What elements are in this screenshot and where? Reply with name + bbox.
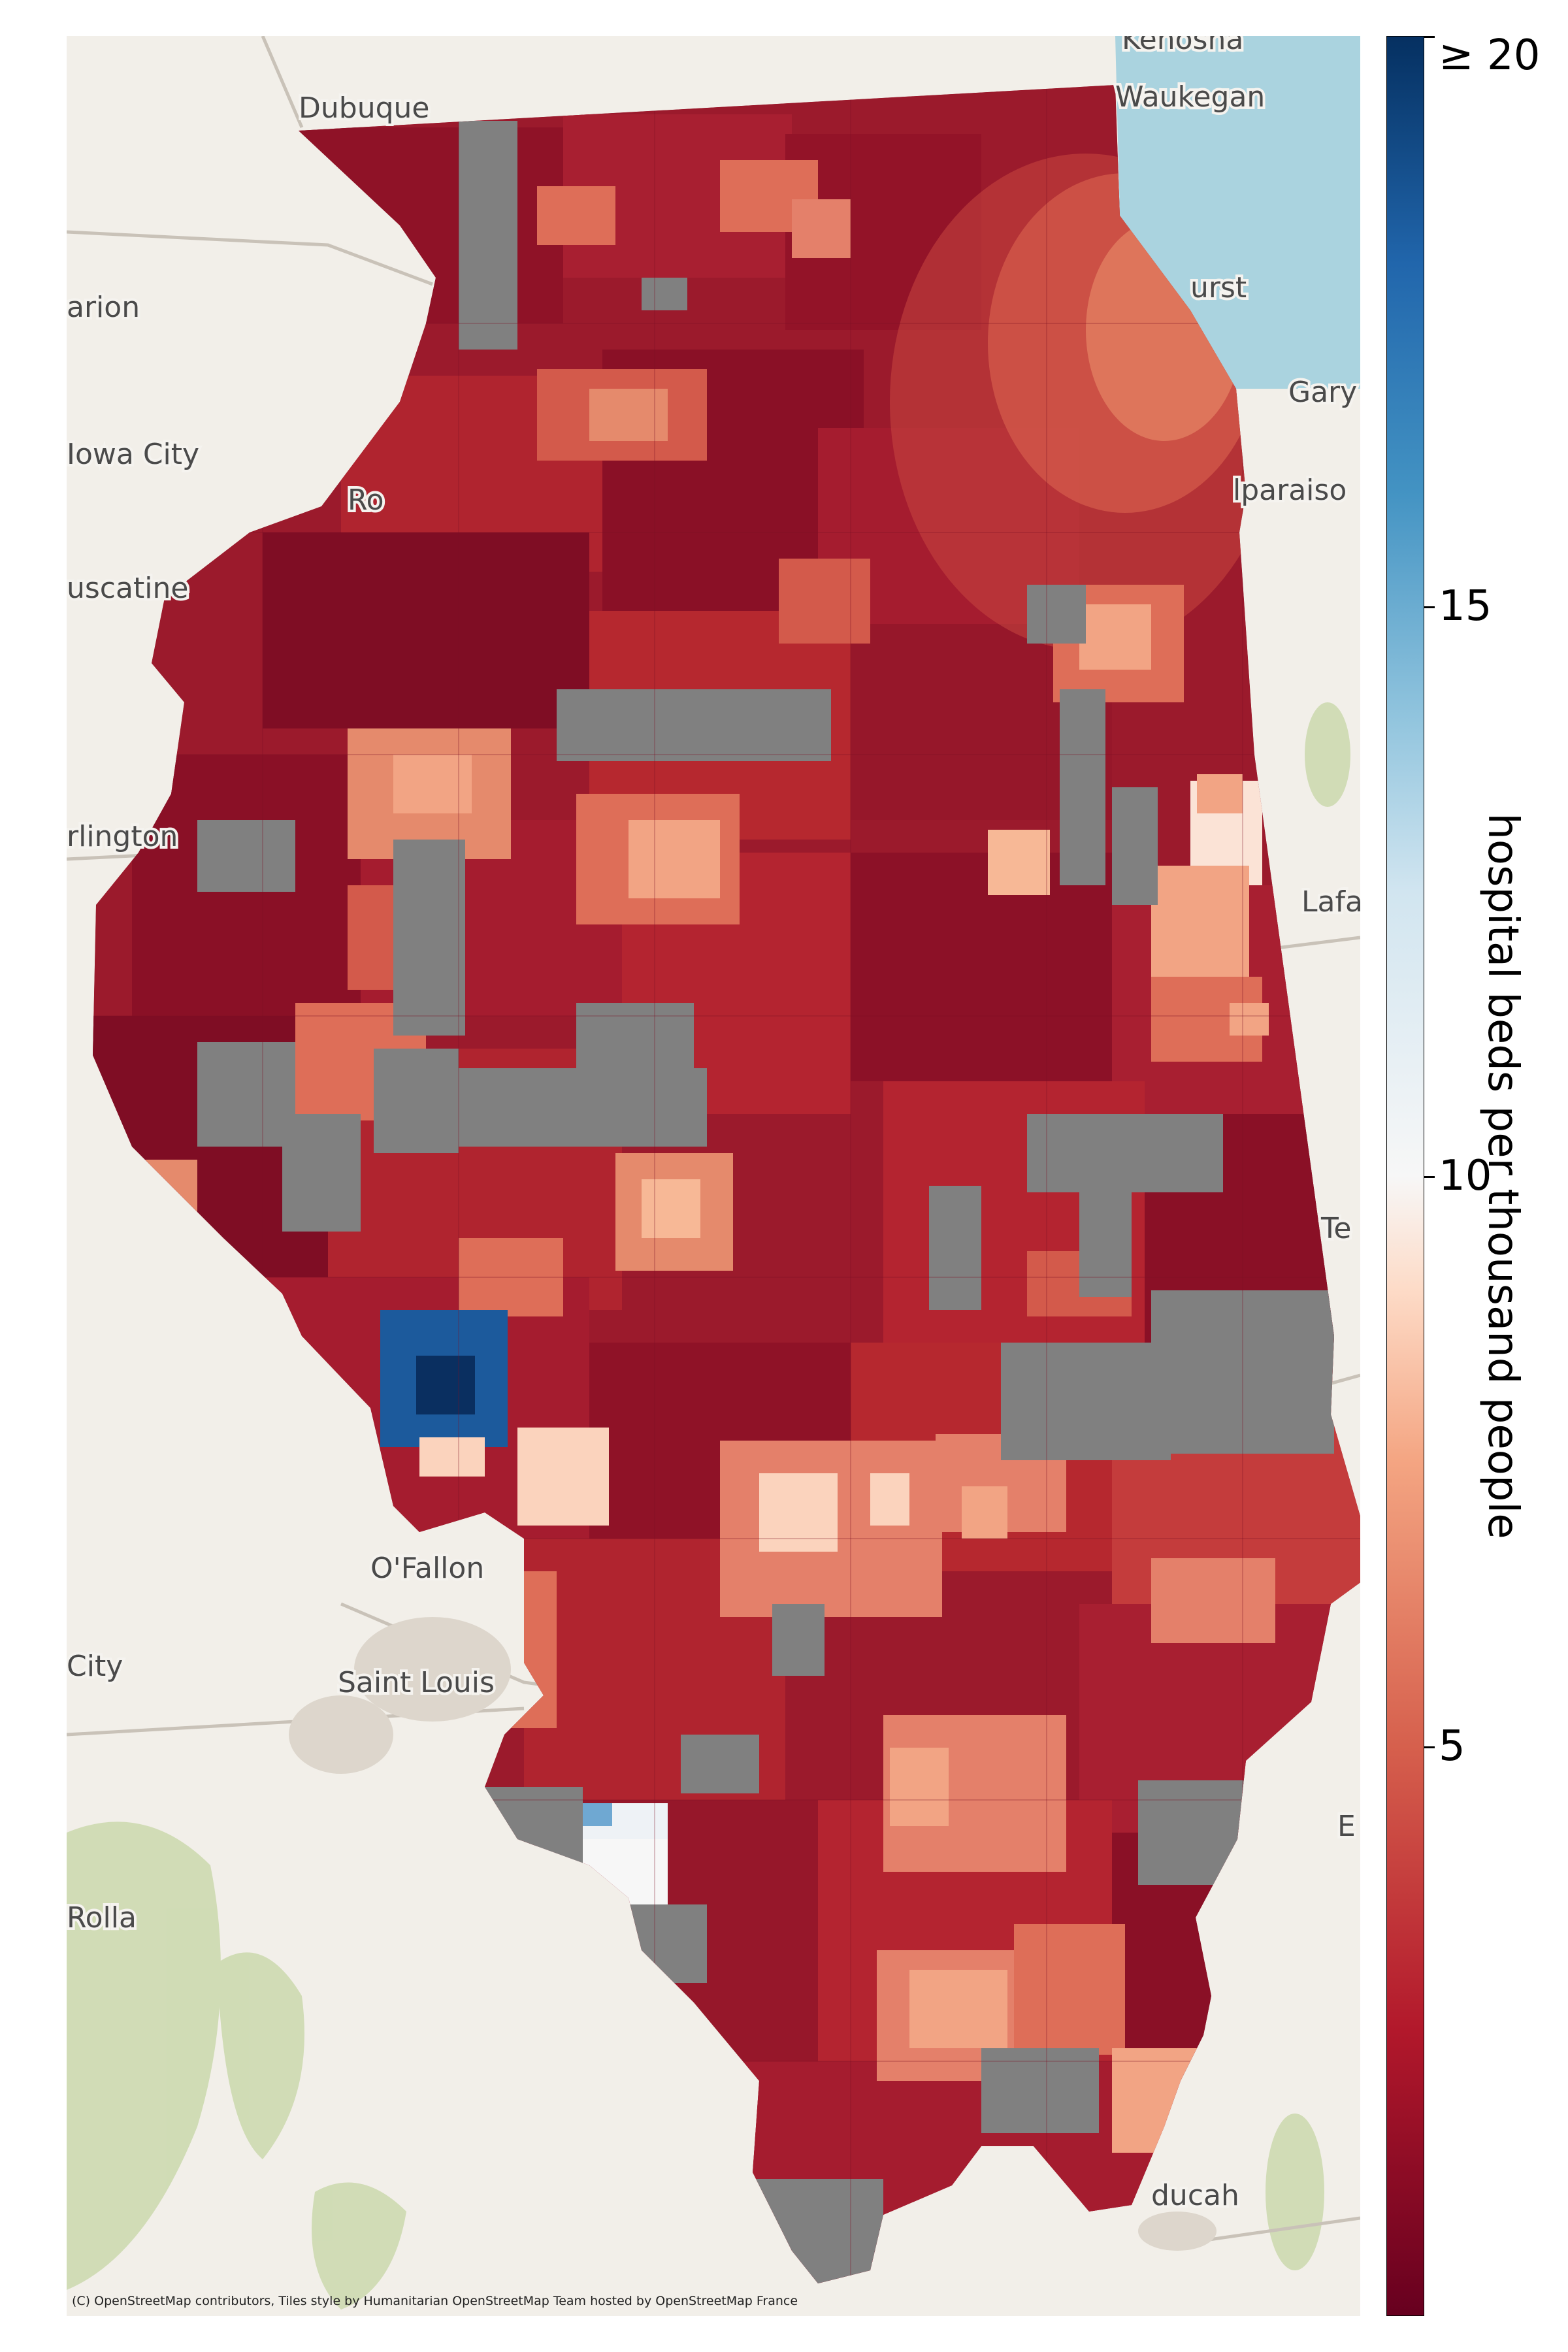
place-label-kenosha: Kenosha <box>1122 36 1243 56</box>
map-frame[interactable]: Dubuque Waukegan Kenosha arion urst Gary… <box>67 36 1360 2316</box>
place-label-valparaiso: lparaiso <box>1233 474 1347 507</box>
colorbar-tick-label-10: 10 <box>1439 1152 1492 1200</box>
place-label-burlington: rlington <box>67 820 178 853</box>
place-label-waukegan: Waukegan <box>1115 80 1265 114</box>
basemap-labels: Dubuque Waukegan Kenosha arion urst Gary… <box>67 36 1360 2215</box>
place-label-muscatine: uscatine <box>67 572 188 605</box>
map-attribution: (C) OpenStreetMap contributors, Tiles st… <box>72 2294 798 2308</box>
highest-value-areas <box>380 1310 668 1904</box>
colorbar-tick-label-5: 5 <box>1439 1722 1465 1771</box>
place-label-lafayette: Lafa <box>1301 885 1360 919</box>
colorbar-tick-label-15: 15 <box>1439 581 1492 630</box>
place-label-rolla: Rolla <box>67 1901 137 1935</box>
colorbar-tick <box>1424 1746 1435 1748</box>
place-label-e: E <box>1337 1810 1356 1843</box>
urban-area <box>289 1617 1217 2251</box>
place-label-ofallon: O'Fallon <box>370 1552 484 1585</box>
colorbar-tick <box>1424 1176 1435 1178</box>
place-label-terre-haute: Te <box>1320 1212 1351 1245</box>
place-label-paducah: ducah <box>1151 2179 1239 2212</box>
colorbar-tick <box>1424 606 1435 608</box>
place-label-dubuque: Dubuque <box>299 91 429 125</box>
place-label-arion: arion <box>67 291 140 324</box>
colorbar-tick-label-20: ≥ 20 <box>1439 31 1541 80</box>
place-label-city: City <box>67 1650 123 1683</box>
place-label-ro: Ro <box>348 483 384 517</box>
map-canvas: Dubuque Waukegan Kenosha arion urst Gary… <box>67 36 1360 2316</box>
county-borders <box>93 85 1360 2283</box>
place-label-gary: Gary <box>1288 376 1357 409</box>
colorbar-label: hospital beds per thousand people <box>1478 813 1527 1539</box>
place-label-iowa-city: Iowa City <box>67 438 199 471</box>
place-label-urst: urst <box>1190 271 1247 304</box>
illinois-choropleth[interactable] <box>67 36 1360 2316</box>
colorbar-tick <box>1424 36 1435 38</box>
lake-michigan <box>1115 36 1360 389</box>
colorbar <box>1386 36 1424 2316</box>
place-label-saint-louis: Saint Louis <box>338 1666 495 1699</box>
